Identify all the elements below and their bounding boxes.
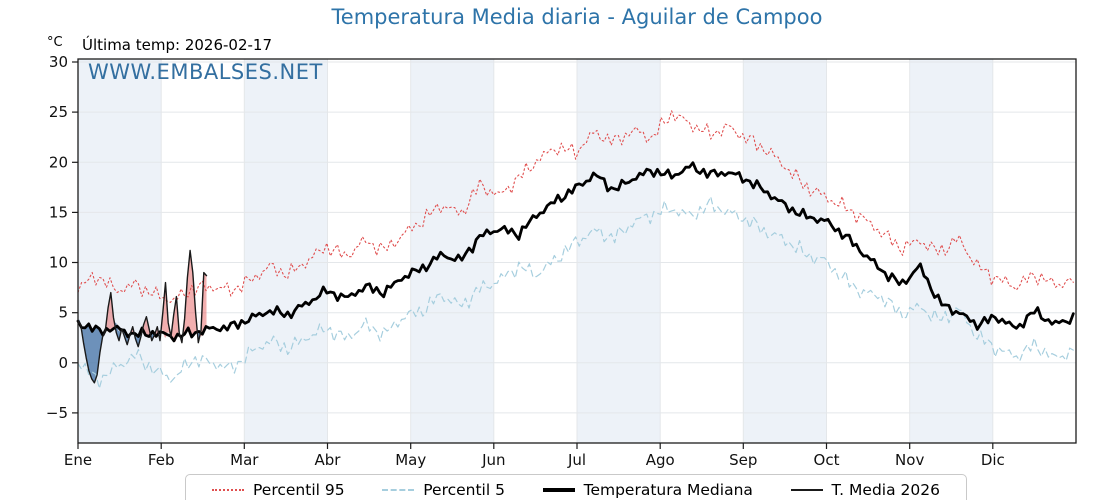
- series-temperatura-mediana: [76, 161, 1075, 343]
- x-tick-label: Ago: [646, 451, 675, 469]
- month-band: [78, 59, 162, 443]
- x-tick-label: May: [395, 451, 426, 469]
- percentil-5-line-sample-icon: [382, 489, 415, 491]
- x-tick-label: Jul: [567, 451, 586, 469]
- legend-item-temperatura-mediana: Temperatura Mediana: [542, 481, 753, 499]
- x-tick-label: Feb: [148, 451, 175, 469]
- y-tick-label: 10: [49, 254, 68, 272]
- watermark-text: WWW.EMBALSES.NET: [88, 60, 323, 84]
- legend-label-percentil-5: Percentil 5: [423, 481, 505, 499]
- legend-label-t-media-2026: T. Media 2026: [831, 481, 940, 499]
- fill-above-median: [161, 282, 171, 338]
- x-tick-label: Dic: [981, 451, 1005, 469]
- y-tick-label: 20: [49, 153, 68, 171]
- fill-below-median: [78, 319, 106, 383]
- x-tick-label: Mar: [230, 451, 259, 469]
- series-t-media-2026: [77, 249, 208, 384]
- y-tick-label: 15: [49, 203, 68, 221]
- series-percentil-95: [77, 110, 1074, 303]
- fill-above-median: [182, 250, 198, 337]
- plot-border: [77, 58, 1077, 444]
- y-tick-label: 25: [49, 103, 68, 121]
- legend-item-percentil-95: Percentil 95: [212, 481, 345, 499]
- y-tick-label: 5: [58, 304, 68, 322]
- x-tick-label: Abr: [315, 451, 342, 469]
- month-band: [909, 59, 993, 443]
- last-temp-annotation: Última temp: 2026-02-17: [82, 36, 273, 54]
- y-tick-label: −5: [46, 404, 68, 422]
- y-axis-unit-label: °C: [47, 35, 63, 50]
- series-percentil-5: [77, 196, 1074, 389]
- t-media-2026-line-sample-icon: [790, 489, 823, 491]
- percentil-95-line-sample-icon: [212, 489, 244, 491]
- x-tick-label: Ene: [64, 451, 92, 469]
- x-tick-label: Sep: [729, 451, 757, 469]
- x-tick-label: Oct: [814, 451, 840, 469]
- y-tick-label: 0: [58, 354, 68, 372]
- month-band: [244, 59, 328, 443]
- month-band: [743, 59, 827, 443]
- month-band: [577, 59, 661, 443]
- y-tick-label: 30: [49, 53, 68, 71]
- legend: Percentil 95 Percentil 5 Temperatura Med…: [185, 474, 967, 500]
- temperatura-mediana-line-sample-icon: [542, 488, 575, 492]
- month-band: [410, 59, 494, 443]
- x-tick-label: Jun: [481, 451, 505, 469]
- x-tick-label: Nov: [895, 451, 924, 469]
- chart-title: Temperatura Media diaria - Aguilar de Ca…: [331, 5, 823, 29]
- legend-label-percentil-95: Percentil 95: [253, 481, 345, 499]
- legend-label-temperatura-mediana: Temperatura Mediana: [583, 481, 753, 499]
- fill-above-median: [105, 292, 115, 333]
- legend-item-t-media-2026: T. Media 2026: [790, 481, 940, 499]
- legend-item-percentil-5: Percentil 5: [382, 481, 505, 499]
